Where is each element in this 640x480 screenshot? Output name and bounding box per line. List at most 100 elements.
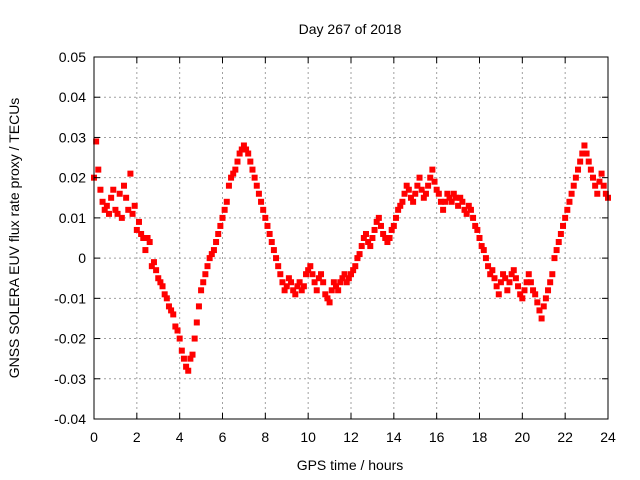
data-point: [260, 206, 267, 213]
data-point: [504, 287, 511, 294]
data-point: [405, 186, 412, 193]
data-point: [343, 279, 350, 286]
data-point: [187, 355, 194, 362]
data-point: [536, 307, 543, 314]
data-point: [198, 287, 205, 294]
data-point: [238, 146, 245, 153]
data-point: [268, 239, 275, 246]
data-point: [172, 323, 179, 330]
y-axis-title: GNSS SOLERA EUV flux rate proxy / TECUs: [6, 98, 22, 379]
data-point: [352, 263, 359, 270]
data-point: [470, 214, 477, 221]
data-point: [491, 275, 498, 282]
data-point: [273, 255, 280, 262]
data-point: [450, 190, 457, 197]
data-point: [452, 194, 459, 201]
data-point: [193, 319, 200, 326]
data-point: [373, 218, 380, 225]
data-point: [418, 186, 425, 193]
data-point: [585, 158, 592, 165]
data-point: [564, 206, 571, 213]
x-tick-label: 4: [176, 429, 184, 445]
data-point: [157, 279, 164, 286]
data-point: [583, 150, 590, 157]
data-point: [356, 251, 363, 258]
data-point: [277, 271, 284, 278]
data-point: [476, 235, 483, 241]
data-point: [112, 206, 119, 213]
data-point: [369, 235, 376, 241]
data-point: [512, 275, 519, 282]
data-point: [146, 239, 153, 246]
data-point: [500, 271, 507, 278]
data-point: [358, 243, 365, 250]
data-point: [217, 222, 224, 229]
data-point: [120, 182, 127, 189]
data-point: [382, 235, 389, 241]
data-point: [525, 271, 532, 278]
data-point: [333, 283, 340, 290]
data-point: [247, 158, 254, 165]
data-point: [249, 166, 256, 173]
data-point: [487, 271, 494, 278]
data-point: [208, 251, 215, 258]
data-point: [590, 174, 597, 181]
data-point: [530, 287, 537, 294]
data-point: [127, 170, 134, 177]
data-point: [538, 315, 545, 322]
data-point: [345, 275, 352, 282]
y-tick-label: -0.02: [54, 331, 86, 347]
data-point: [161, 291, 168, 298]
data-point: [110, 186, 117, 193]
data-point: [262, 214, 269, 221]
data-point: [189, 351, 196, 358]
data-point: [555, 239, 562, 246]
data-point: [478, 243, 485, 250]
data-point: [384, 239, 391, 246]
data-point: [210, 247, 217, 254]
data-point: [279, 279, 286, 286]
data-point: [371, 226, 378, 233]
data-point: [230, 170, 237, 177]
data-point: [292, 291, 299, 298]
data-point: [213, 239, 220, 246]
data-point: [324, 295, 331, 302]
y-tick-label: 0.05: [59, 49, 86, 65]
x-tick-label: 24: [600, 429, 616, 445]
data-point: [446, 194, 453, 201]
data-point: [206, 255, 213, 262]
data-point: [144, 235, 151, 241]
data-point: [433, 186, 440, 193]
data-point: [328, 287, 335, 294]
x-tick-label: 2: [133, 429, 141, 445]
data-point: [587, 166, 594, 173]
data-point: [485, 263, 492, 270]
data-point: [547, 279, 554, 286]
data-point: [195, 303, 202, 310]
data-point: [596, 178, 603, 185]
x-tick-label: 8: [261, 429, 269, 445]
data-point: [532, 291, 539, 298]
data-point: [228, 174, 235, 181]
data-point: [568, 190, 575, 197]
data-point: [457, 194, 464, 201]
data-point: [388, 226, 395, 233]
data-point: [204, 263, 211, 270]
data-point: [275, 263, 282, 270]
data-point: [598, 170, 605, 177]
y-tick-label: -0.04: [54, 411, 86, 427]
data-point: [365, 239, 372, 246]
data-point: [135, 218, 142, 225]
x-tick-label: 22: [557, 429, 573, 445]
data-point: [395, 206, 402, 213]
data-point: [540, 303, 547, 310]
data-point: [307, 263, 314, 270]
data-point: [465, 202, 472, 209]
data-point: [322, 291, 329, 298]
data-point: [581, 142, 588, 149]
data-point: [335, 287, 342, 294]
data-point: [180, 355, 187, 362]
data-point: [223, 198, 230, 205]
data-point: [495, 291, 502, 298]
data-point: [553, 247, 560, 254]
